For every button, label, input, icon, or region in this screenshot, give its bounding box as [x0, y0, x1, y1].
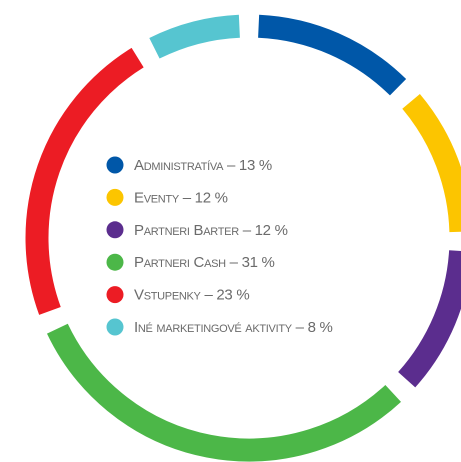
- legend-label: Eventy – 12 %: [134, 189, 228, 206]
- donut-segment: [25, 47, 144, 315]
- legend-dot: [106, 156, 124, 174]
- legend-label: Iné marketingové aktivity – 8 %: [134, 319, 333, 336]
- legend-dot: [106, 286, 124, 304]
- donut-segment: [398, 250, 461, 388]
- legend-dot: [106, 188, 124, 206]
- legend-dot: [106, 253, 124, 271]
- donut-segment: [46, 323, 402, 462]
- legend-label: Partneri Barter – 12 %: [134, 222, 288, 239]
- donut-segment: [149, 14, 241, 59]
- legend-label: Administratíva – 13 %: [134, 157, 272, 174]
- legend-dot: [106, 318, 124, 336]
- legend-label: Vstupenky – 23 %: [134, 287, 249, 304]
- donut-segment: [402, 93, 461, 233]
- legend-label: Partneri Cash – 31 %: [134, 254, 275, 271]
- legend-dot: [106, 221, 124, 239]
- donut-segment: [257, 14, 407, 96]
